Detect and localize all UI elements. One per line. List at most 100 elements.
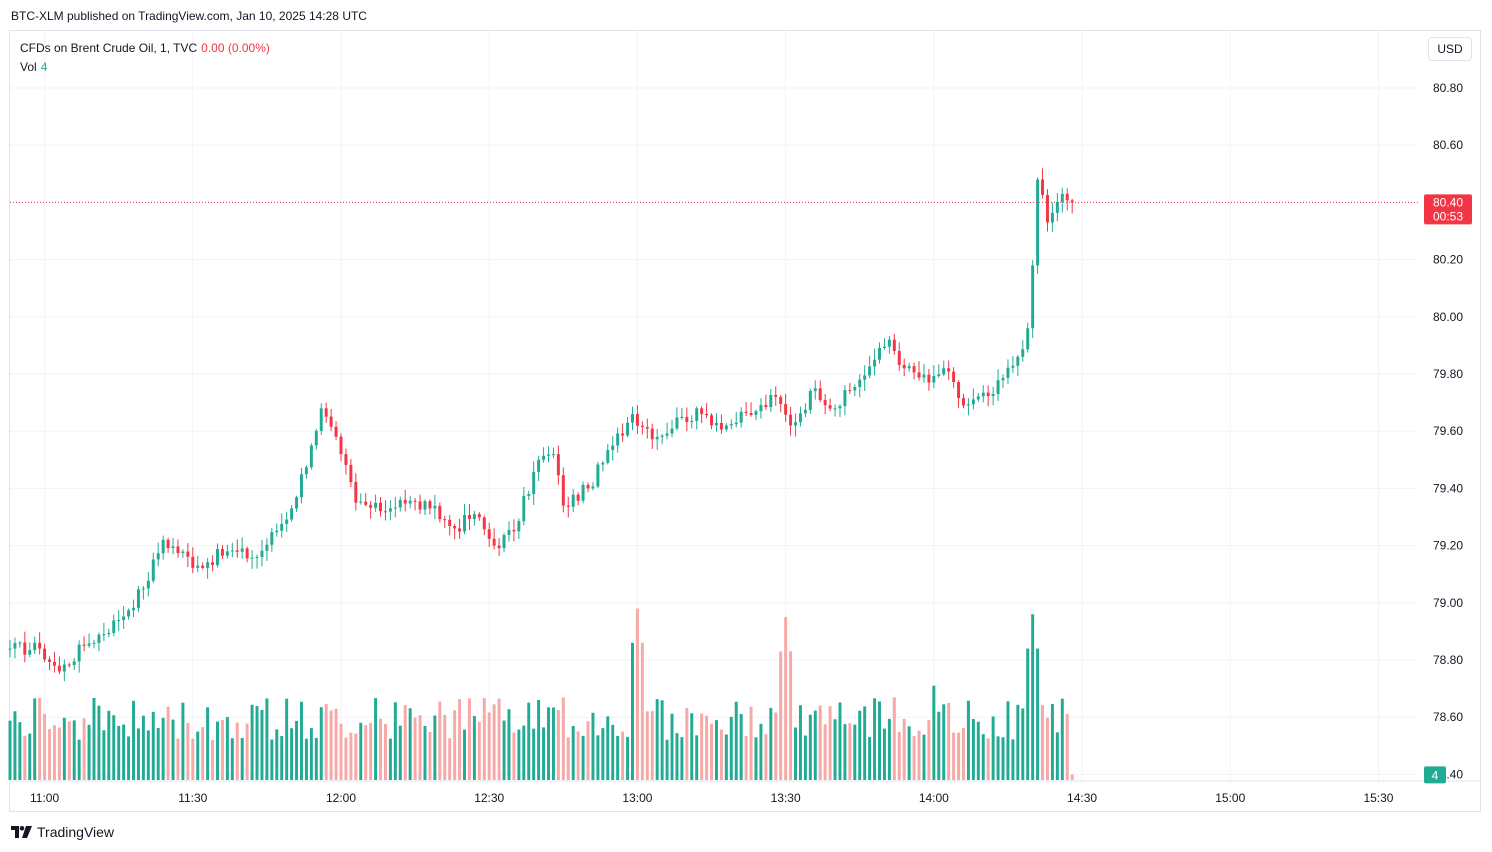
candle-body xyxy=(591,486,595,489)
candle-body xyxy=(438,505,442,520)
volume-bar xyxy=(166,706,170,780)
currency-button[interactable]: USD xyxy=(1428,37,1472,61)
candle-body xyxy=(211,562,215,566)
candle-body xyxy=(650,428,654,440)
price-tick-label: 80.20 xyxy=(1433,253,1463,267)
candle-body xyxy=(547,454,550,456)
candle-body xyxy=(472,514,476,520)
candle-body xyxy=(383,511,387,513)
volume-bar xyxy=(467,698,471,780)
volume-bar xyxy=(902,718,906,780)
candle-body xyxy=(87,643,91,646)
candle-body xyxy=(117,619,121,621)
volume-bar xyxy=(319,707,323,780)
candle-body xyxy=(467,514,471,520)
volume-bar xyxy=(127,736,131,780)
volume-bar xyxy=(151,711,155,780)
volume-bar xyxy=(1041,705,1045,780)
candle-body xyxy=(571,494,575,507)
candle-body xyxy=(813,388,817,392)
candle-body xyxy=(507,529,511,535)
candle-body xyxy=(309,445,313,468)
candle-body xyxy=(828,405,832,409)
volume-bar xyxy=(156,727,160,780)
volume-bar xyxy=(196,731,200,780)
candle-body xyxy=(561,475,565,506)
volume-bar xyxy=(245,723,249,780)
candle-body xyxy=(907,366,911,369)
candle-body xyxy=(77,644,81,662)
volume-bar xyxy=(453,710,457,780)
volume-bar xyxy=(512,732,516,780)
candle-body xyxy=(171,546,175,549)
volume-bar xyxy=(606,716,610,780)
candle-body xyxy=(13,642,17,649)
candle-body xyxy=(729,424,733,426)
volume-bar xyxy=(122,724,126,780)
volume-bar xyxy=(976,721,980,780)
candle-body xyxy=(794,422,797,426)
volume-bar xyxy=(423,725,427,780)
volume-bar xyxy=(275,729,279,780)
candle-body xyxy=(1001,377,1005,381)
candle-body xyxy=(280,523,284,531)
candle-body xyxy=(344,454,348,465)
volume-bar xyxy=(280,736,284,780)
candle-body xyxy=(497,545,501,549)
candle-body xyxy=(151,559,155,581)
candle-body xyxy=(878,347,881,360)
candle-body xyxy=(230,550,234,552)
volume-bar xyxy=(719,729,723,780)
volume-bar xyxy=(8,720,12,780)
candle-body xyxy=(102,634,106,636)
volume-bar xyxy=(482,698,486,780)
candle-body xyxy=(1006,367,1010,378)
price-tick-label: 79.40 xyxy=(1433,481,1463,495)
volume-bar xyxy=(295,720,299,780)
candle-body xyxy=(551,454,555,456)
candle-body xyxy=(482,517,486,530)
volume-bar xyxy=(621,731,625,780)
symbol-description[interactable]: CFDs on Brent Crude Oil, 1, TVC xyxy=(20,41,198,55)
volume-bar xyxy=(379,718,383,780)
volume-bar xyxy=(561,697,565,780)
volume-bar xyxy=(596,735,600,780)
candle-body xyxy=(28,650,32,655)
candle-body xyxy=(1016,356,1020,366)
volume-bar xyxy=(211,739,215,780)
candle-body xyxy=(443,519,447,521)
volume-bar xyxy=(660,700,664,780)
candle-body xyxy=(611,445,615,451)
candle-body xyxy=(393,507,397,509)
tradingview-logo[interactable]: TradingView xyxy=(11,824,114,840)
chart-legend: CFDs on Brent Crude Oil, 1, TVC 0.00 (0.0… xyxy=(20,39,270,77)
volume-bar xyxy=(344,737,348,780)
candle-body xyxy=(369,504,373,508)
price-tick-label: 80.00 xyxy=(1433,310,1463,324)
candle-body xyxy=(136,589,140,608)
volume-bar xyxy=(463,729,466,780)
candle-body xyxy=(596,464,600,487)
candle-body xyxy=(897,351,901,365)
volume-bar xyxy=(1055,732,1059,780)
candle-body xyxy=(1011,365,1015,368)
candle-body xyxy=(759,404,763,412)
time-tick-label: 13:30 xyxy=(771,791,801,805)
candle-body xyxy=(428,501,432,509)
candle-body xyxy=(23,642,27,655)
chart-grid xyxy=(10,31,1480,782)
volume-bar xyxy=(191,738,195,780)
candle-body xyxy=(354,482,358,503)
candle-body xyxy=(996,380,1000,395)
candle-body xyxy=(334,426,338,437)
volume-bar xyxy=(62,717,66,780)
volume-bar xyxy=(92,697,96,780)
candle-body xyxy=(43,648,47,660)
candle-body xyxy=(220,548,224,556)
candle-body xyxy=(798,413,802,423)
volume-bar xyxy=(873,698,877,780)
volume-bar xyxy=(774,712,778,780)
candle-body xyxy=(1050,212,1054,223)
candle-body xyxy=(640,425,644,428)
